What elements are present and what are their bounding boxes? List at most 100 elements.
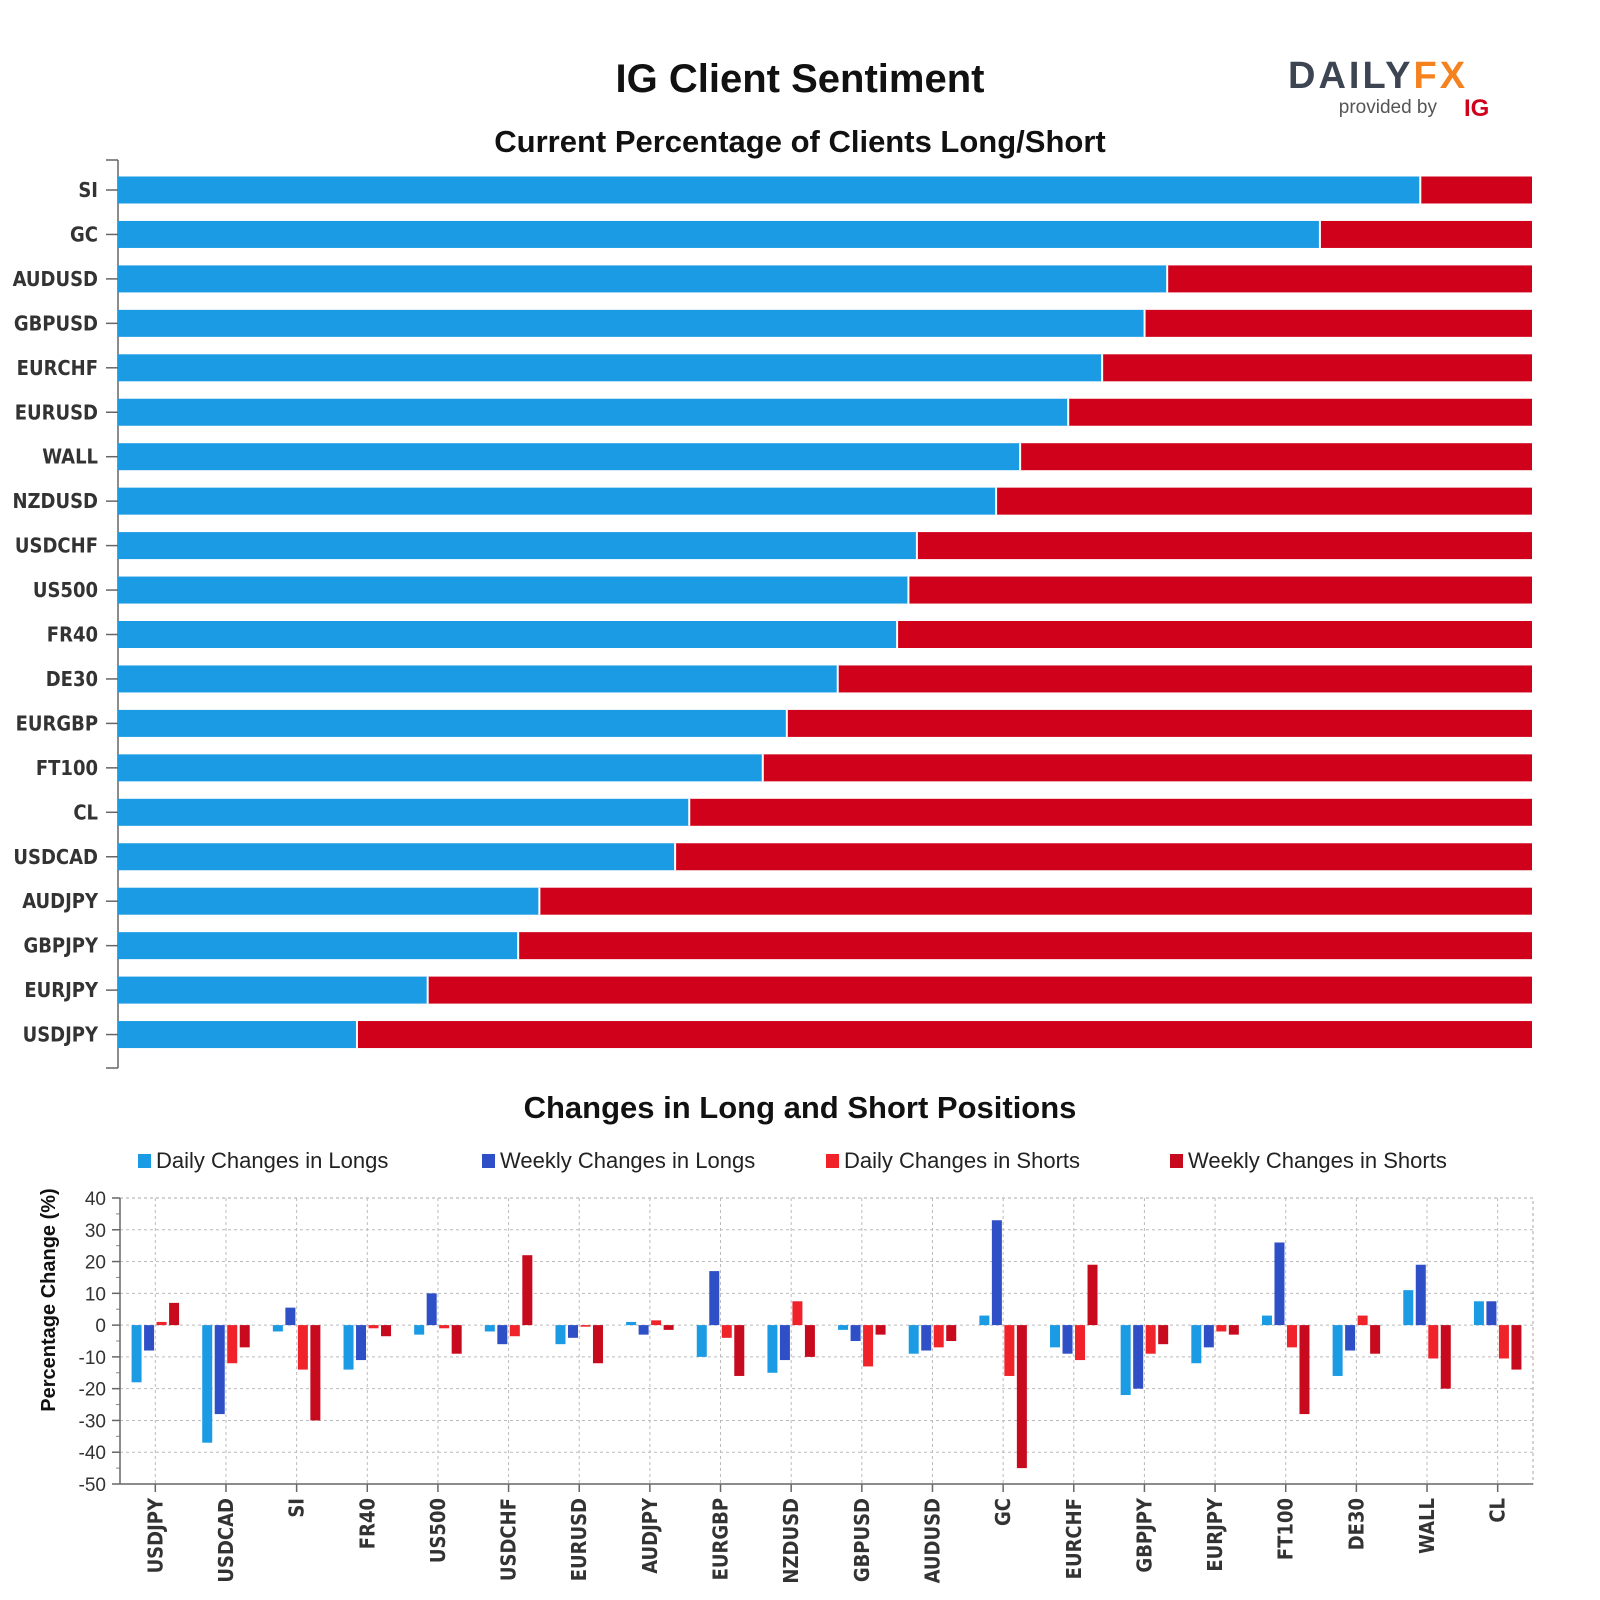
sentiment-category-label: NZDUSD xyxy=(12,489,98,513)
daily-shorts-bar xyxy=(792,1301,803,1326)
daily-shorts-bar xyxy=(297,1325,308,1370)
daily-longs-bar xyxy=(626,1321,637,1326)
sentiment-category-label: AUDJPY xyxy=(22,889,99,913)
dailyfx-logo: DAILYFX provided by IG xyxy=(1288,55,1489,122)
short-bar xyxy=(908,576,1532,604)
sentiment-category-label: EURGBP xyxy=(16,711,98,735)
x-category-label: EURCHF xyxy=(1062,1498,1086,1579)
short-bar xyxy=(1068,398,1532,426)
daily-shorts-bar xyxy=(509,1325,520,1337)
short-bar xyxy=(1144,309,1532,337)
weekly-shorts-bar xyxy=(381,1325,392,1337)
daily-longs-bar xyxy=(1191,1325,1202,1364)
legend-swatch xyxy=(826,1154,839,1168)
legend-label: Weekly Changes in Shorts xyxy=(1188,1148,1447,1173)
sentiment-category-label: FR40 xyxy=(47,623,98,647)
long-bar xyxy=(118,487,997,515)
daily-shorts-bar xyxy=(651,1320,662,1326)
daily-longs-bar xyxy=(555,1325,566,1345)
legend-swatch xyxy=(138,1154,151,1168)
weekly-longs-bar xyxy=(921,1325,932,1351)
short-bar xyxy=(1102,354,1532,382)
changes-bars xyxy=(131,1220,1522,1469)
sentiment-category-label: US500 xyxy=(33,578,98,602)
sentiment-category-label: DE30 xyxy=(46,667,98,691)
main-title: IG Client Sentiment xyxy=(616,57,985,101)
daily-longs-bar xyxy=(414,1325,425,1335)
long-bar xyxy=(118,532,917,560)
weekly-shorts-bar xyxy=(169,1302,180,1326)
daily-shorts-bar xyxy=(439,1325,450,1329)
x-category-label: NZDUSD xyxy=(779,1498,803,1584)
daily-longs-bar xyxy=(767,1325,778,1373)
weekly-shorts-bar xyxy=(1511,1325,1522,1370)
weekly-longs-bar xyxy=(144,1325,155,1351)
long-bar xyxy=(118,621,898,648)
daily-longs-bar xyxy=(272,1325,283,1332)
daily-shorts-bar xyxy=(580,1325,591,1327)
daily-longs-bar xyxy=(908,1325,919,1354)
y-tick-label: -10 xyxy=(79,1348,106,1369)
weekly-shorts-bar xyxy=(1440,1325,1451,1389)
changes-legend: Daily Changes in Longs Weekly Changes in … xyxy=(138,1148,1447,1173)
x-category-label: WALL xyxy=(1415,1498,1439,1554)
short-bar xyxy=(996,487,1532,515)
daily-longs-bar xyxy=(202,1325,213,1443)
sentiment-category-label: GBPJPY xyxy=(23,934,99,958)
weekly-longs-bar xyxy=(1062,1325,1073,1354)
weekly-longs-bar xyxy=(779,1325,790,1361)
weekly-longs-bar xyxy=(709,1271,720,1326)
long-bar xyxy=(118,398,1069,426)
weekly-shorts-bar xyxy=(522,1255,533,1326)
weekly-shorts-bar xyxy=(592,1325,603,1364)
y-tick-label: 40 xyxy=(85,1189,106,1210)
daily-shorts-bar xyxy=(1004,1325,1015,1376)
long-bar xyxy=(118,220,1320,248)
weekly-longs-bar xyxy=(497,1325,508,1345)
short-bar xyxy=(689,798,1532,826)
weekly-shorts-bar xyxy=(804,1325,815,1357)
changes-grid xyxy=(119,1197,1534,1485)
daily-shorts-bar xyxy=(1428,1325,1439,1359)
long-bar xyxy=(118,976,428,1004)
x-category-label: USDCHF xyxy=(497,1498,521,1581)
long-bar xyxy=(118,887,540,915)
weekly-shorts-bar xyxy=(1228,1325,1239,1335)
short-bar xyxy=(897,621,1532,648)
x-category-label: EURJPY xyxy=(1203,1497,1227,1572)
y-tick-label: 0 xyxy=(95,1316,106,1337)
long-bar xyxy=(118,843,676,871)
sentiment-category-label: FT100 xyxy=(36,756,98,780)
sentiment-category-label: EURCHF xyxy=(17,356,98,380)
weekly-shorts-bar xyxy=(1016,1325,1027,1469)
daily-longs-bar xyxy=(1403,1290,1414,1326)
weekly-longs-bar xyxy=(214,1325,225,1415)
legend-label: Weekly Changes in Longs xyxy=(500,1148,755,1173)
weekly-longs-bar xyxy=(638,1325,649,1335)
sentiment-category-label: USDCAD xyxy=(13,845,98,869)
y-tick-label: -20 xyxy=(79,1380,106,1401)
short-bar xyxy=(1420,176,1532,204)
weekly-shorts-bar xyxy=(734,1325,745,1376)
short-bar xyxy=(1167,265,1532,293)
daily-longs-bar xyxy=(1332,1325,1343,1376)
sentiment-category-label: GBPUSD xyxy=(14,311,98,335)
x-category-label: FR40 xyxy=(355,1498,379,1549)
weekly-longs-bar xyxy=(1274,1242,1285,1326)
daily-shorts-bar xyxy=(1498,1325,1509,1359)
sentiment-category-labels: SI GC AUDUSD GBPUSD EURCHF EURUSD WALL NZDUSD US… xyxy=(12,178,99,1047)
ig-logo-text: IG xyxy=(1464,95,1489,122)
brand-daily-text: DAIL xyxy=(1288,55,1385,97)
x-category-label: USDJPY xyxy=(143,1497,167,1573)
daily-shorts-bar xyxy=(1286,1325,1297,1348)
weekly-shorts-bar xyxy=(1370,1325,1381,1354)
changes-y-axis-label: Percentage Change (%) xyxy=(38,1188,60,1411)
long-bar xyxy=(118,354,1103,382)
y-tick-label: -30 xyxy=(79,1411,106,1432)
weekly-longs-bar xyxy=(850,1325,861,1341)
weekly-longs-bar xyxy=(356,1325,367,1361)
weekly-longs-bar xyxy=(1133,1325,1144,1389)
weekly-shorts-bar xyxy=(310,1325,321,1421)
short-bar xyxy=(762,754,1532,782)
sentiment-category-label: USDCHF xyxy=(15,534,98,558)
